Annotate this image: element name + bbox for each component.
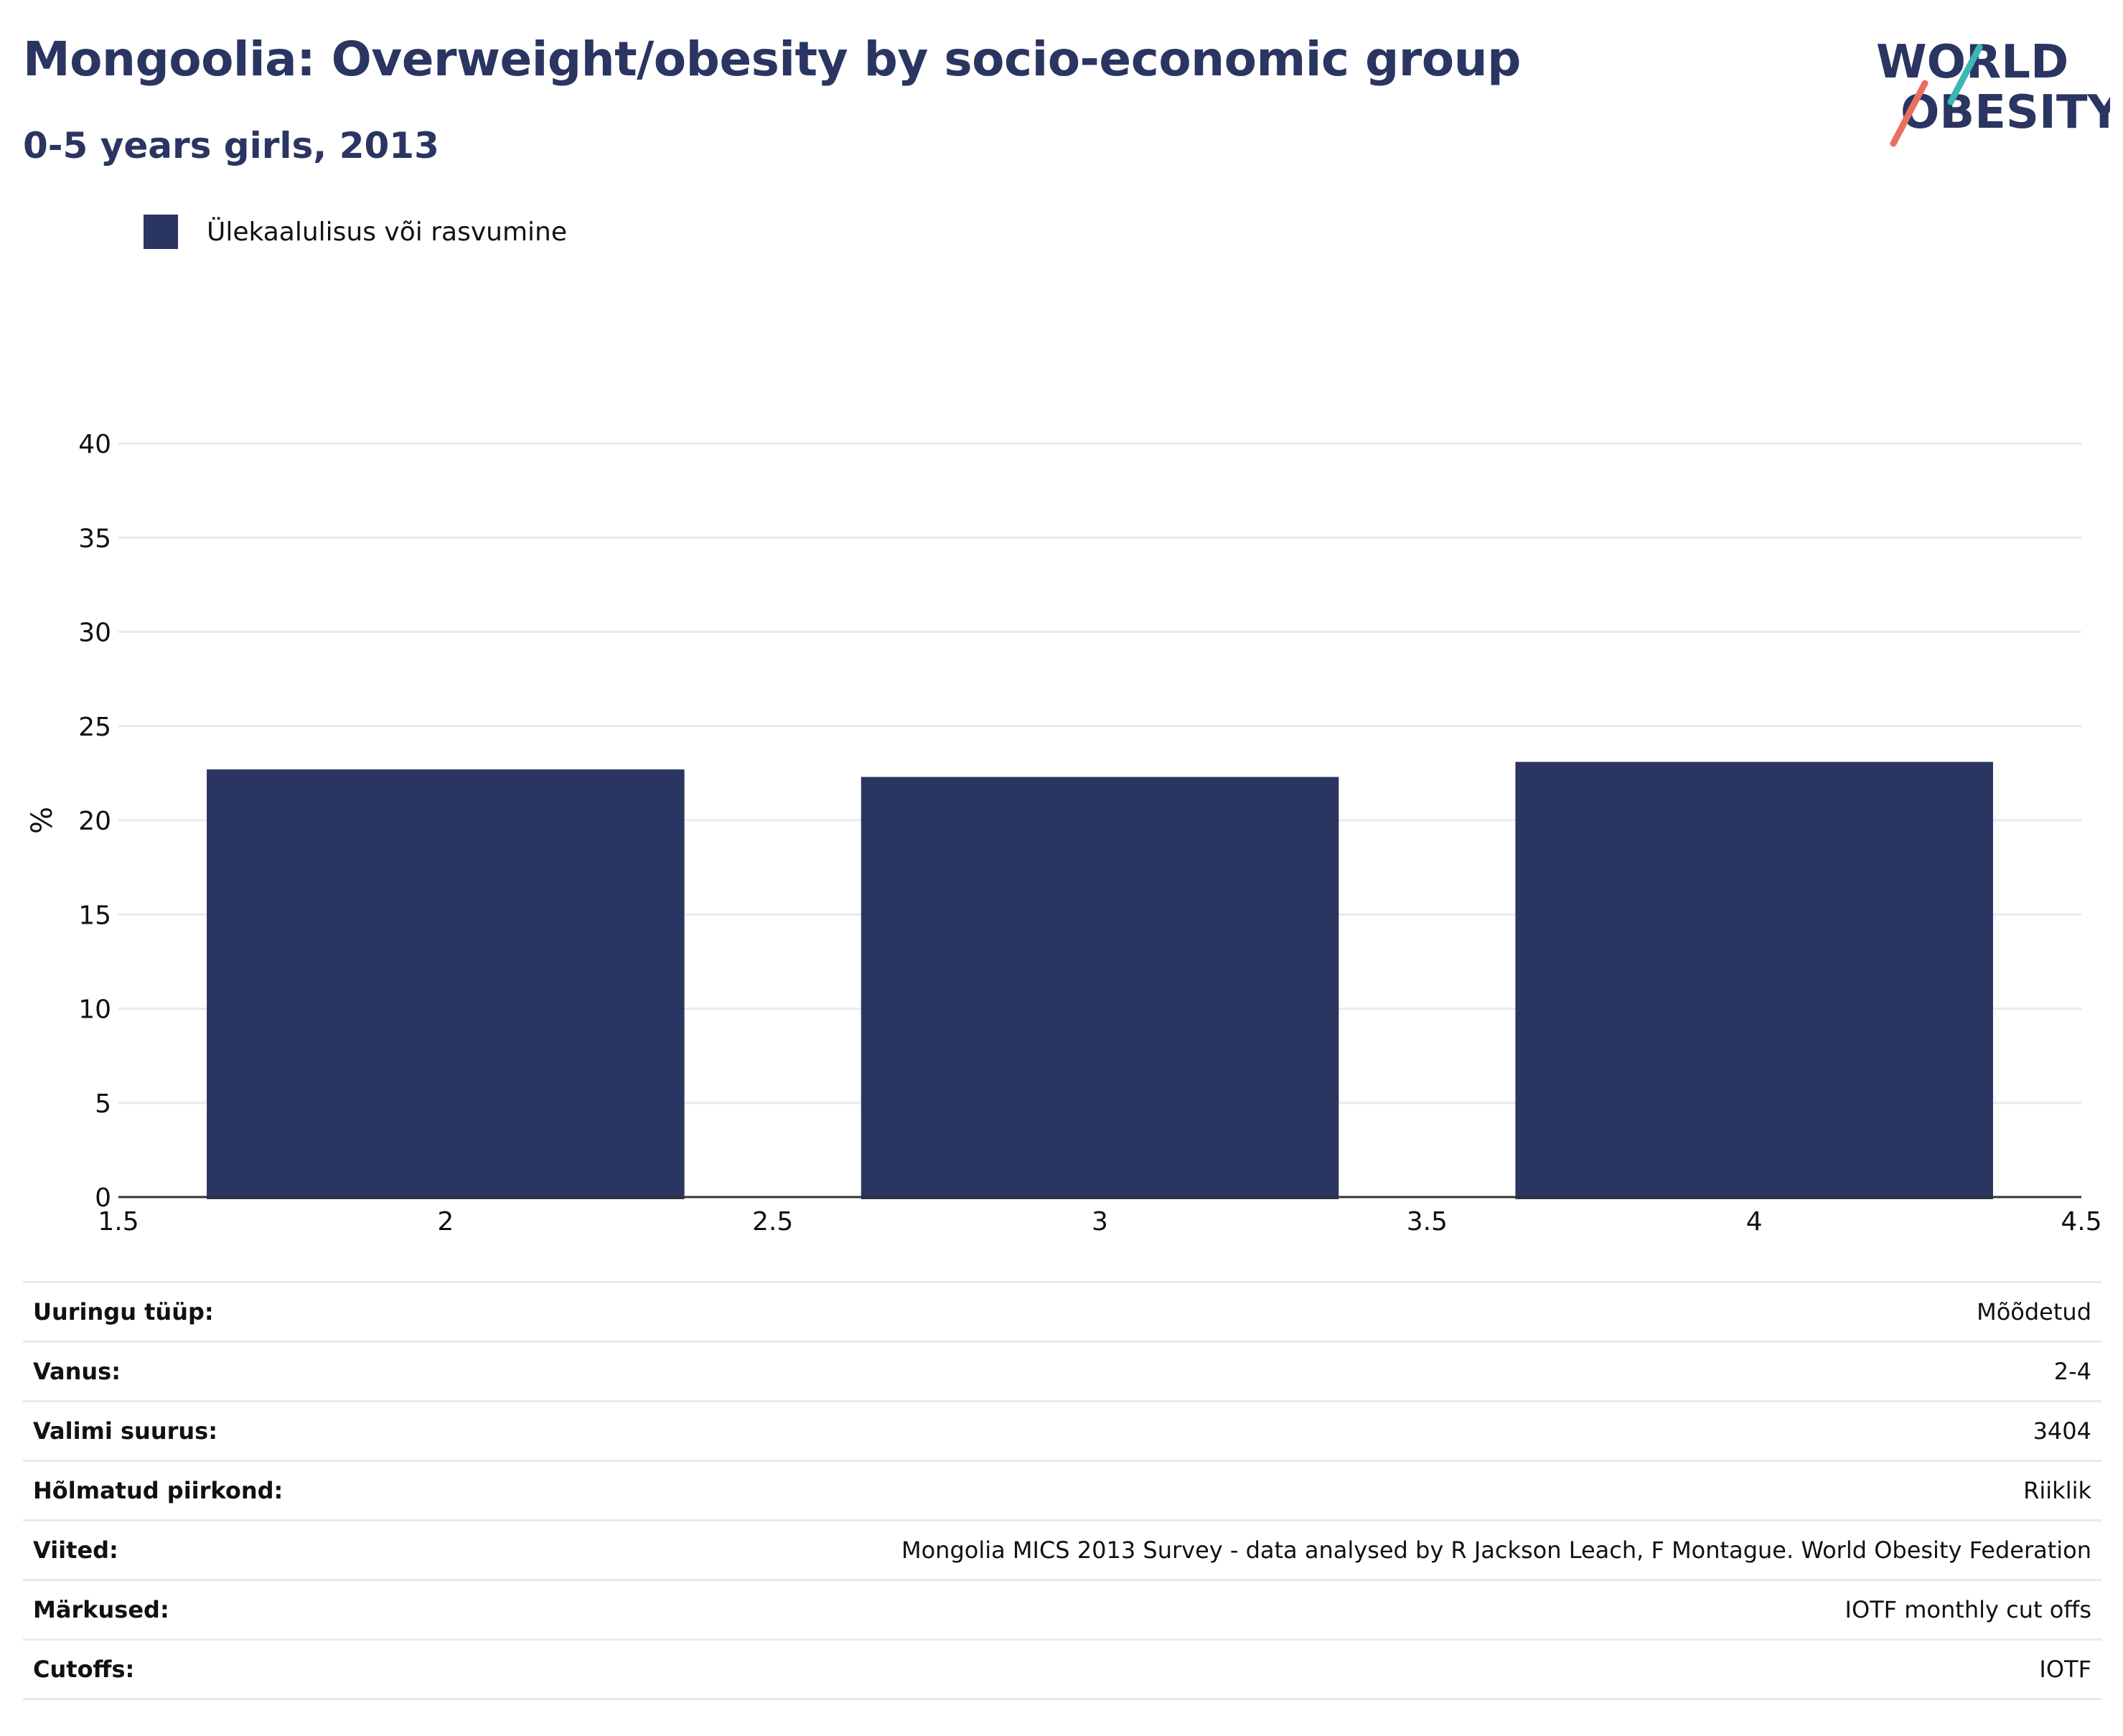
legend[interactable]: Ülekaalulisus või rasvumine <box>144 214 567 250</box>
info-row: Märkused: IOTF monthly cut offs <box>23 1580 2101 1640</box>
x-tick-label: 3.5 <box>1407 1207 1448 1234</box>
y-tick-label: 30 <box>78 619 111 648</box>
info-row: Viited: Mongolia MICS 2013 Survey - data… <box>23 1520 2101 1580</box>
y-tick-label: 15 <box>78 901 111 930</box>
bar-chart: 0 5 10 15 20 25 30 35 40 1.5 2 2.5 3 3.5 4 4.5% <box>26 430 2102 1234</box>
info-row: Valimi suurus: 3404 <box>23 1401 2101 1461</box>
y-tick-label: 5 <box>95 1089 111 1119</box>
info-table: Uuringu tüüp: Mõõdetud Vanus: 2-4 Valimi… <box>23 1281 2101 1700</box>
info-row: Uuringu tüüp: Mõõdetud <box>23 1282 2101 1342</box>
info-value: 2-4 <box>2053 1358 2091 1385</box>
legend-label: Ülekaalulisus või rasvumine <box>207 217 567 247</box>
info-label: Viited: <box>33 1536 118 1564</box>
info-value: Mõõdetud <box>1977 1298 2091 1326</box>
y-tick-label: 0 <box>95 1183 111 1213</box>
info-label: Märkused: <box>33 1596 169 1623</box>
info-value: IOTF <box>2039 1656 2091 1683</box>
info-value: IOTF monthly cut offs <box>1845 1596 2092 1623</box>
y-tick-label: 35 <box>78 524 111 553</box>
y-tick-label: 25 <box>78 713 111 742</box>
x-tick-label: 4 <box>1746 1207 1763 1234</box>
bar <box>1515 761 1993 1199</box>
x-tick-label: 2.5 <box>752 1207 793 1234</box>
svg-text:OBESITY: OBESITY <box>1901 86 2110 139</box>
chart-subtitle: 0-5 years girls, 2013 <box>23 125 439 166</box>
info-label: Hõlmatud piirkond: <box>33 1477 283 1504</box>
y-axis-title: % <box>26 807 59 834</box>
x-tick-label: 1.5 <box>98 1207 139 1234</box>
info-value: Riiklik <box>2023 1477 2091 1504</box>
bar <box>207 769 685 1199</box>
x-tick-label: 4.5 <box>2061 1207 2101 1234</box>
chart-title: Mongoolia: Overweight/obesity by socio-e… <box>23 32 1521 87</box>
x-tick-label: 2 <box>437 1207 454 1234</box>
info-label: Vanus: <box>33 1358 121 1385</box>
info-row: Hõlmatud piirkond: Riiklik <box>23 1460 2101 1521</box>
y-tick-label: 20 <box>78 807 111 836</box>
y-tick-label: 40 <box>78 430 111 459</box>
info-label: Valimi suurus: <box>33 1417 218 1445</box>
info-label: Cutoffs: <box>33 1656 135 1683</box>
x-tick-label: 3 <box>1092 1207 1108 1234</box>
info-label: Uuringu tüüp: <box>33 1298 214 1326</box>
legend-swatch <box>144 215 178 249</box>
info-value: 3404 <box>2033 1417 2091 1445</box>
y-tick-label: 10 <box>78 995 111 1025</box>
world-obesity-logo: WORLD OBESITY <box>1876 36 2110 147</box>
info-row: Cutoffs: IOTF <box>23 1639 2101 1699</box>
bar <box>861 776 1339 1199</box>
info-row: Vanus: 2-4 <box>23 1341 2101 1402</box>
info-value: Mongolia MICS 2013 Survey - data analyse… <box>901 1536 2091 1564</box>
